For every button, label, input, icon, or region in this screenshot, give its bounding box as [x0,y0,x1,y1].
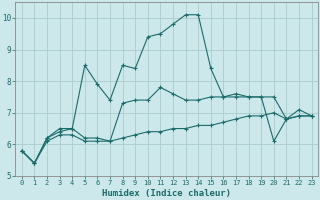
X-axis label: Humidex (Indice chaleur): Humidex (Indice chaleur) [102,189,231,198]
